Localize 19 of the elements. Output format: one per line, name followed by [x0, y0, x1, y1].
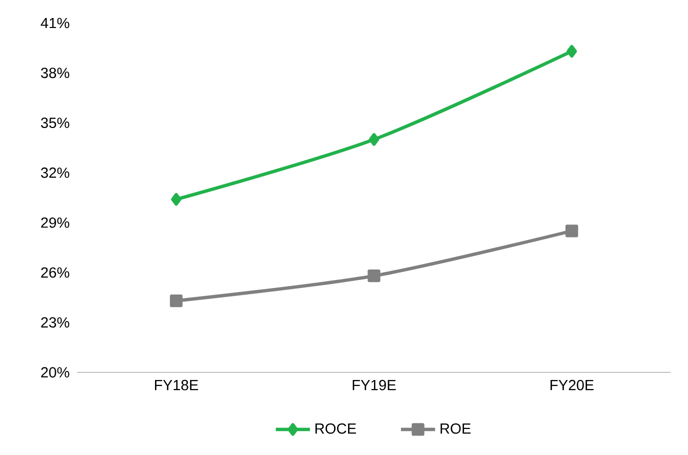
x-tick-label: FY19E: [352, 380, 396, 390]
x-tick-label: FY20E: [550, 380, 594, 390]
legend-label: ROE: [440, 423, 471, 434]
y-tick-label: 20%: [41, 367, 70, 378]
point: [368, 270, 380, 282]
y-tick-label: 23%: [41, 317, 70, 328]
y-tick-label: 32%: [40, 168, 70, 178]
y-tick-label: 26%: [41, 267, 70, 278]
y-tick-label: 29%: [41, 217, 70, 228]
point: [170, 294, 183, 308]
y-tick-label: 38%: [40, 68, 70, 78]
point: [566, 44, 577, 58]
point: [565, 224, 578, 238]
y-tick-label: 41%: [40, 18, 70, 28]
y-tick-label: 35%: [40, 118, 70, 128]
point: [171, 192, 182, 206]
x-tick-label: FY18E: [155, 380, 198, 390]
point: [368, 133, 380, 146]
legend-label: ROCE: [315, 423, 356, 434]
